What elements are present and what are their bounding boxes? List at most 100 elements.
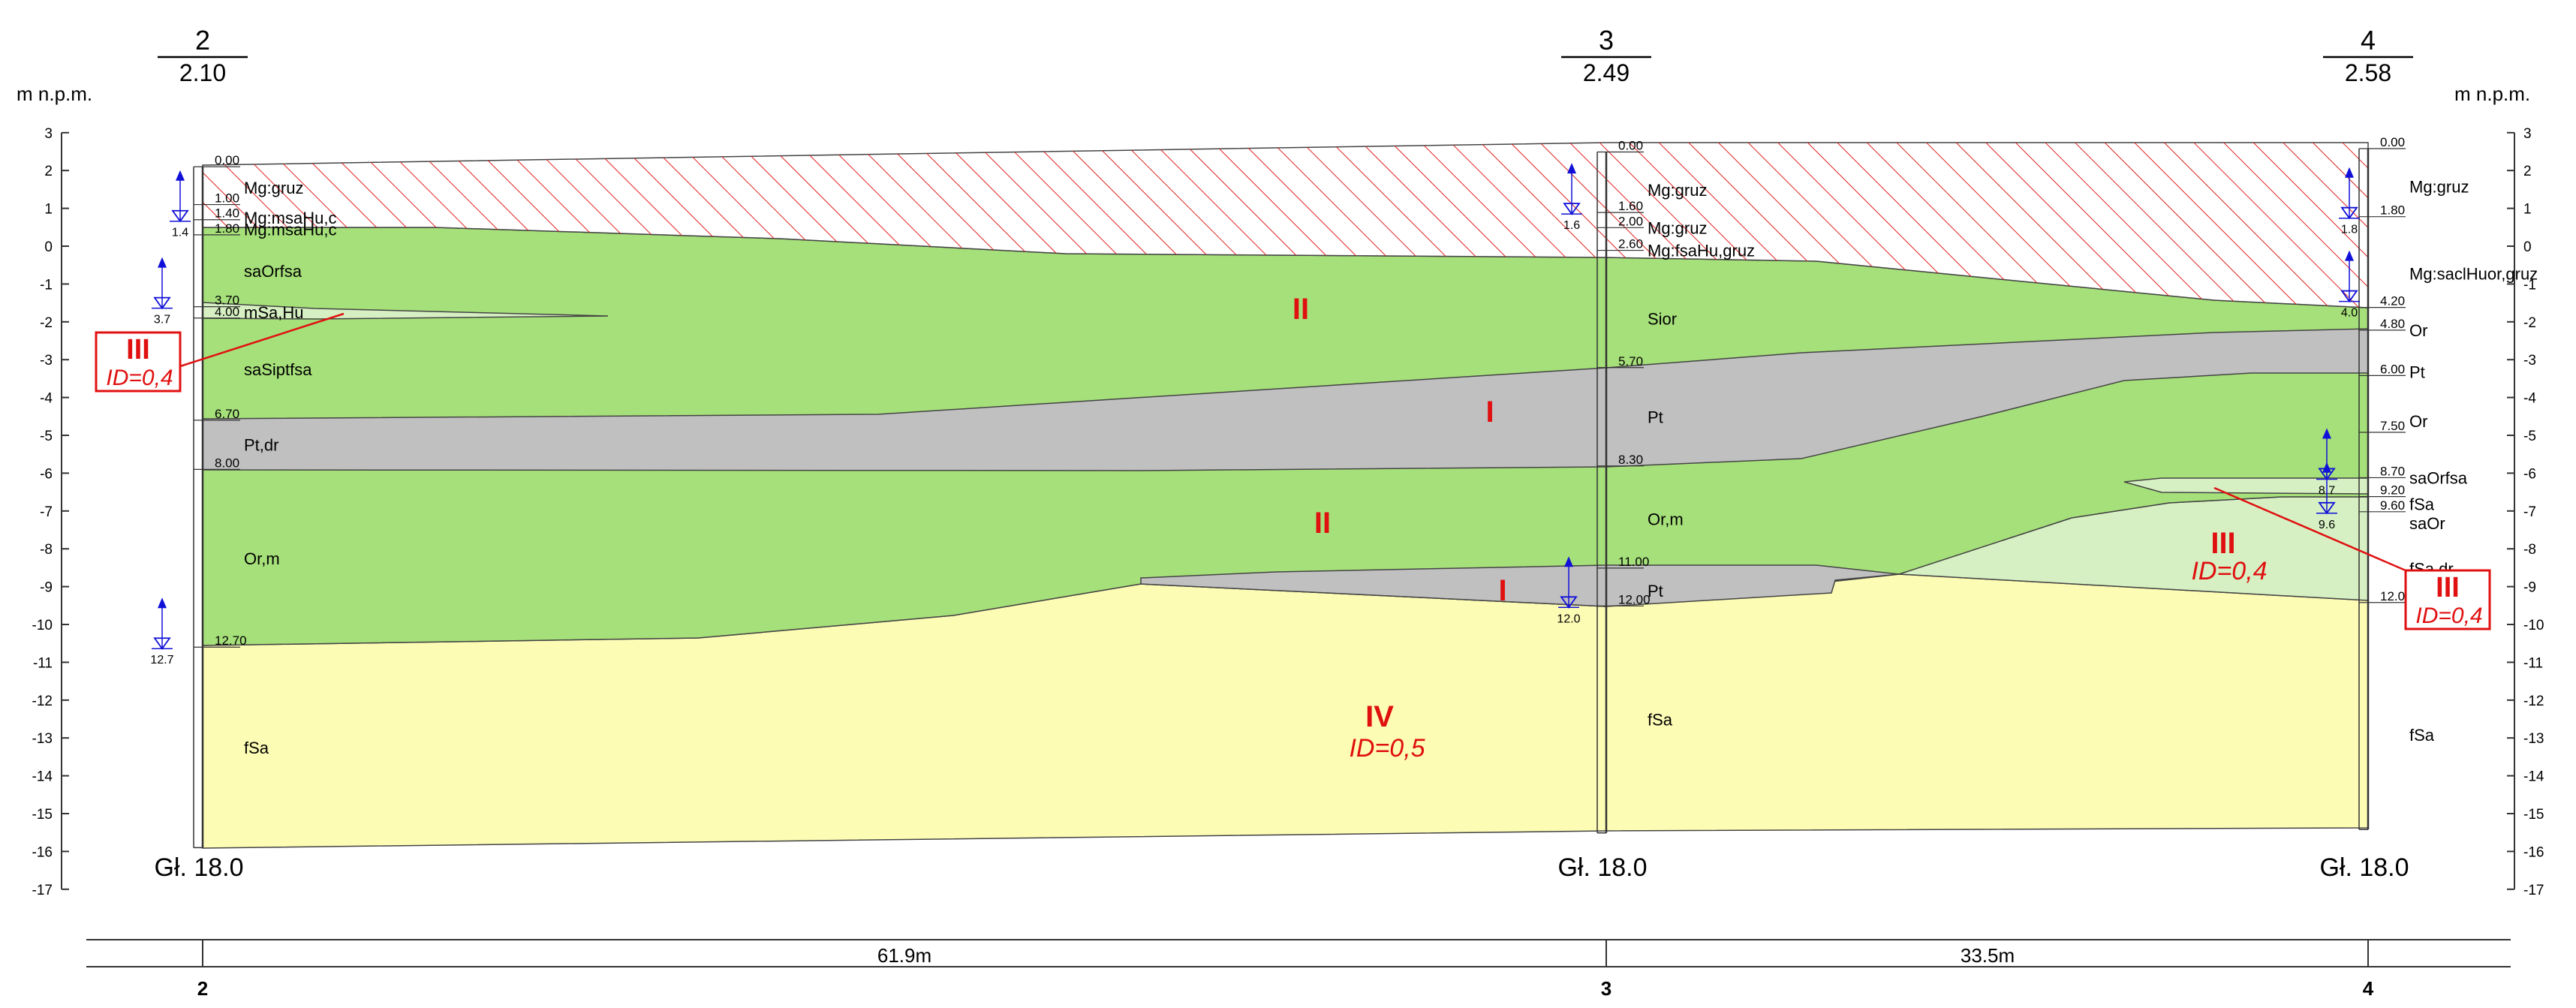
axis-tick-label: 2: [44, 164, 53, 179]
axis-tick-label: -3: [2523, 353, 2536, 369]
callout-left: III ID=0,4: [95, 312, 345, 393]
soil-code: Pt: [1648, 408, 1663, 426]
layer-anthropogenic-fill-hatch: [203, 143, 2368, 308]
distance-station-label: 3: [1601, 977, 1612, 1000]
axis-tick-label: 0: [2523, 239, 2532, 255]
soil-code: Mg:gruz: [244, 179, 303, 197]
axis-tick-label: 2: [2523, 164, 2532, 179]
axis-tick-label: -5: [40, 429, 53, 444]
axis-tick-label: -10: [32, 618, 53, 633]
depth-value: 7.50: [2380, 419, 2405, 433]
groundwater-depth: 3.7: [154, 314, 170, 326]
borehole-elevation: 2.10: [179, 59, 226, 86]
soil-code: Mg:gruz: [2409, 177, 2469, 196]
axis-tick-label: -3: [40, 353, 53, 369]
axis-tick-label: -15: [2523, 807, 2544, 823]
layer-density-index: ID=0,4: [106, 366, 173, 390]
depth-value: 0.00: [215, 153, 239, 167]
axis-tick-label: -13: [32, 731, 53, 747]
layer-numeral: I: [1485, 396, 1494, 429]
axis-tick-label: 3: [44, 126, 53, 142]
axis-tick-label: -8: [2523, 542, 2536, 558]
soil-code: Or,m: [1648, 510, 1684, 528]
axis-tick-label: -9: [40, 580, 53, 596]
axis-tick-label: -17: [2523, 883, 2544, 898]
layer-numeral: I: [1498, 574, 1506, 607]
soil-code: saOrfsa: [244, 262, 302, 281]
axis-tick-label: -2: [2523, 315, 2536, 331]
axis-tick-label: -17: [32, 883, 53, 898]
depth-value: 12.00: [1618, 592, 1651, 606]
axis-tick-label: -10: [2523, 618, 2544, 633]
depth-value: 1.40: [215, 206, 239, 221]
distance-station-label: 2: [197, 977, 208, 1000]
groundwater-arrow-icon: [2322, 462, 2331, 473]
axis-tick-label: -16: [32, 844, 53, 860]
axis-tick-label: -1: [2523, 277, 2536, 293]
axis-tick-label: -2: [40, 315, 53, 331]
depth-value: 9.20: [2380, 483, 2405, 498]
axis-tick-label: -14: [32, 769, 53, 785]
soil-code: Mg:gruz: [1648, 181, 1707, 200]
axis-unit-right: m n.p.m.: [2454, 83, 2530, 105]
axis-tick-label: 0: [44, 239, 53, 255]
borehole-depth-label: Gł. 18.0: [1557, 853, 1647, 882]
soil-code: Or: [2409, 412, 2427, 431]
distance-station-label: 4: [2363, 977, 2374, 1000]
callout-leader: [179, 312, 345, 368]
depth-value: 2.00: [1618, 214, 1643, 228]
axis-tick-label: -6: [2523, 466, 2536, 482]
groundwater-arrow-icon: [158, 597, 167, 609]
depth-value: 12.00: [2380, 589, 2412, 603]
depth-value: 4.80: [2380, 317, 2405, 331]
layer-numeral: III: [2436, 572, 2460, 603]
groundwater-arrow-icon: [2345, 250, 2354, 261]
axis-tick-label: -12: [2523, 694, 2544, 709]
depth-value: 3.70: [215, 293, 239, 308]
soil-code: Pt,dr: [244, 436, 278, 455]
borehole-id: 4: [2361, 25, 2376, 56]
axis-tick-label: -5: [2523, 429, 2536, 444]
soil-code: Or: [2409, 321, 2427, 340]
axis-tick-label: -12: [32, 694, 53, 709]
depth-value: 8.00: [215, 456, 239, 470]
depth-value: 1.60: [1618, 199, 1643, 213]
axis-tick-label: -11: [2523, 655, 2543, 671]
depth-value: 1.00: [215, 191, 239, 206]
axis-tick-label: 1: [44, 202, 53, 218]
groundwater-depth: 4.0: [2341, 307, 2358, 320]
layer-labels: II I II I IV ID=0,5 III ID=0,4: [1293, 293, 2268, 763]
axis-tick-label: -13: [2523, 731, 2544, 747]
axis-tick-label: -7: [40, 504, 53, 520]
soil-code: fSa: [2409, 726, 2435, 745]
soil-code: Pt: [1648, 582, 1663, 600]
depth-value: 8.70: [2380, 464, 2405, 478]
groundwater-arrow-icon: [158, 257, 167, 268]
distance-bar: 61.9m 33.5m 2 3 4: [86, 939, 2511, 1000]
depth-value: 1.80: [2380, 203, 2405, 218]
axis-tick-label: -4: [2523, 391, 2536, 407]
soil-code: Mg:saclHuor,gruz: [2409, 264, 2538, 283]
layer-numeral: III: [2210, 527, 2235, 560]
callout-box: [95, 331, 182, 393]
borehole-elevation: 2.49: [1583, 59, 1630, 86]
soil-code: fSa: [1648, 711, 1673, 730]
axis-tick-label: -16: [2523, 844, 2544, 860]
soil-code: mSa,Hu: [244, 303, 303, 322]
borehole-id: 2: [195, 25, 210, 56]
soil-code: Sior: [1648, 309, 1677, 328]
borehole-elevation: 2.58: [2345, 59, 2391, 86]
layer-density-index: ID=0,5: [1349, 734, 1425, 763]
soil-code: Mg:fsaHu,gruz: [1648, 242, 1755, 260]
groundwater-depth: 12.7: [150, 654, 173, 666]
borehole-2: 2 2.10 Gł. 18.0 0.00 1.001.401.80 3.704.00 6.7…: [150, 25, 336, 882]
axis-tick-label: -1: [40, 277, 53, 293]
soil-code: fSa: [244, 739, 269, 757]
layer-numeral: II: [1293, 293, 1309, 326]
soil-code: Mg:msaHu,c: [244, 209, 336, 227]
layer-density-index: ID=0,4: [2415, 603, 2482, 628]
depth-value: 5.70: [1618, 354, 1643, 369]
